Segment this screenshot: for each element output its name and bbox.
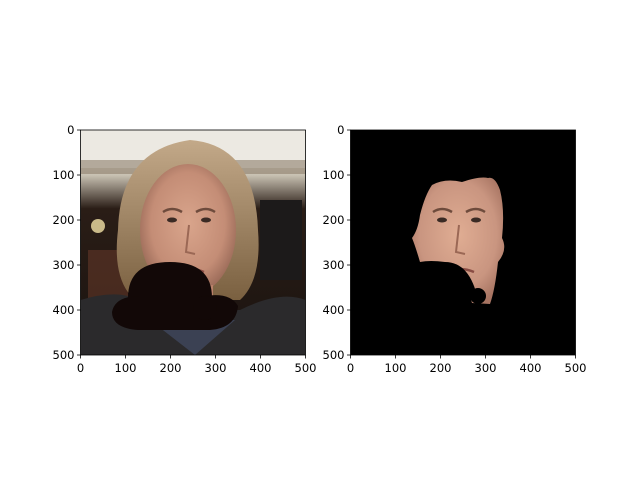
- left-axes-frame: [80, 129, 306, 356]
- right-x-tick-label: 200: [430, 361, 452, 375]
- right-x-tick-label: 100: [385, 361, 407, 375]
- right-x-tick-label: 500: [565, 361, 587, 375]
- left-x-tick-label: 400: [250, 361, 272, 375]
- left-x-tick-label: 100: [115, 361, 137, 375]
- left-y-tick-label: 400: [53, 303, 75, 317]
- left-x-tick-label: 200: [160, 361, 182, 375]
- left-y-tick-label: 100: [53, 168, 75, 182]
- right-y-tick-label: 400: [323, 303, 345, 317]
- right-y-tick-label: 100: [323, 168, 345, 182]
- right-x-tick-label: 400: [520, 361, 542, 375]
- hat-occluder: [112, 262, 238, 330]
- right-y-tick-label: 200: [323, 213, 345, 227]
- left-y-tick-label: 0: [67, 123, 74, 137]
- right-y-tick-label: 500: [323, 348, 345, 362]
- right-axes-frame: [350, 129, 576, 356]
- right-y-tick-label: 0: [337, 123, 344, 137]
- left-x-tick-label: 300: [205, 361, 227, 375]
- right-x-tick-label: 300: [475, 361, 497, 375]
- left-y-tick-label: 300: [53, 258, 75, 272]
- right-y-tick-label: 300: [323, 258, 345, 272]
- right-image: [350, 130, 576, 355]
- left-image: [80, 130, 306, 355]
- left-x-tick-label: 500: [295, 361, 317, 375]
- right-x-tick-label: 0: [347, 361, 354, 375]
- left-y-tick-label: 500: [53, 348, 75, 362]
- left-y-tick-label: 200: [53, 213, 75, 227]
- left-x-tick-label: 0: [77, 361, 84, 375]
